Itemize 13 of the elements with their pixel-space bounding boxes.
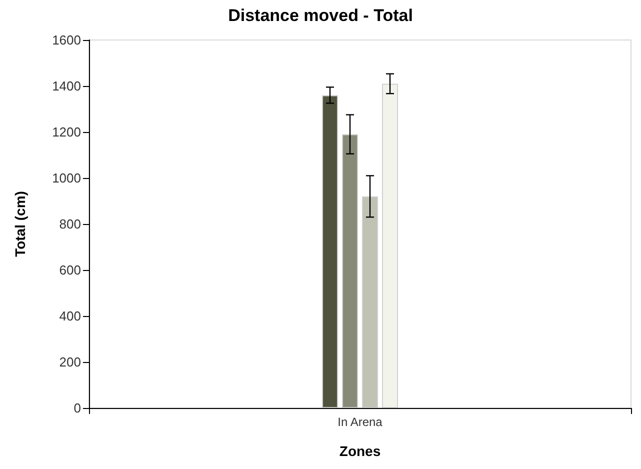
y-tick-label: 600 <box>59 262 81 278</box>
y-tick-label: 400 <box>59 308 81 324</box>
y-tick-label: 1200 <box>52 124 81 140</box>
y-tick-label: 0 <box>74 400 81 416</box>
y-tick-label: 1600 <box>52 32 81 48</box>
y-tick-label: 800 <box>59 216 81 232</box>
chart-title: Distance moved - Total <box>228 6 413 25</box>
y-tick-label: 1400 <box>52 78 81 94</box>
x-axis-title: Zones <box>339 443 381 459</box>
x-tick-label: In Arena <box>338 415 383 429</box>
y-tick-label: 1000 <box>52 170 81 186</box>
y-axis-title: Total (cm) <box>12 191 28 257</box>
y-tick-label: 200 <box>59 354 81 370</box>
